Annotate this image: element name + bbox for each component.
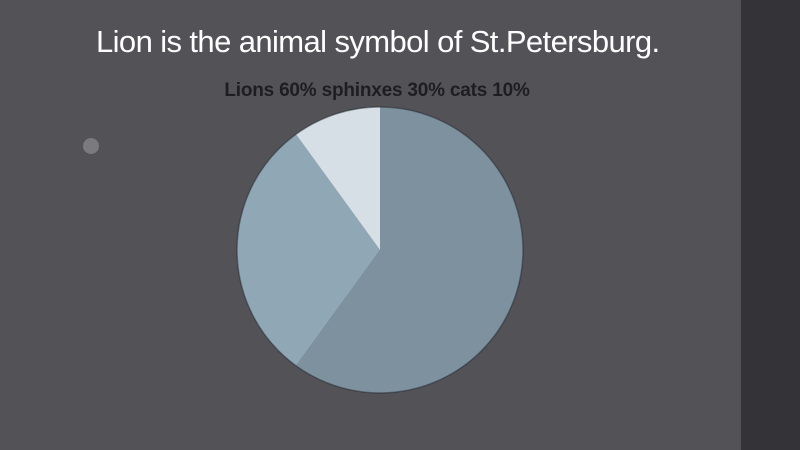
right-edge-panel [741,0,800,450]
bullet-dot [83,138,99,154]
chart-title: Lions 60% sphinxes 30% cats 10% [224,80,530,101]
pie-slice-cats [295,107,380,250]
pie-outline [236,106,524,394]
pie-slice-lions [295,107,524,393]
pie-slice-sphinxes [237,134,380,366]
slide-title: Lion is the animal symbol of St.Petersbu… [96,24,660,59]
